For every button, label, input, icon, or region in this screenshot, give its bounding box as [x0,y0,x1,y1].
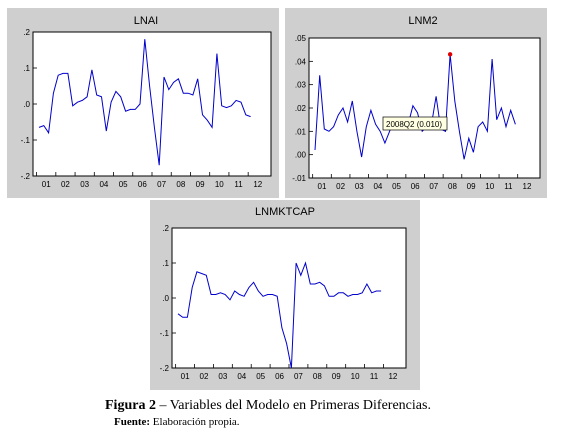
panel-lnai-x-tick-label: 10 [215,180,224,189]
panel-lnai-x-tick-label: 02 [61,180,70,189]
panel-lnm2: LNM2 .05 .04 .03 .02 .01 .00 -.01 01 02 03 04 05 06… [285,8,547,198]
panel-lnmktcap-x-tick-label: 10 [351,372,360,381]
panel-lnai-y-tick-label: .0 [23,100,30,109]
panel-lnmktcap-y-tick-label: .0 [162,294,169,303]
panel-lnmktcap-y-tick-label: .1 [162,259,169,268]
figure-source-text: Elaboración propia. [150,416,240,428]
panel-lnai: LNAI .2 .1 .0 -.1 -.2 01 02 03 04 05 06 07 08 09 10 11… [7,8,279,198]
panel-lnai-x-tick-label: 06 [138,180,147,189]
panel-lnmktcap-x-ticks: 01 02 03 04 05 06 07 08 09 10 11 12 [175,364,398,381]
panel-lnm2-x-tick-label: 04 [373,182,382,191]
panel-lnm2-y-tick-label: .01 [295,127,307,136]
panel-lnmktcap-x-tick-label: 12 [388,372,397,381]
panel-lnai-y-tick-label: .2 [23,28,30,37]
panel-lnm2-y-tick-label: .00 [295,151,307,160]
figure-panels: LNAI .2 .1 .0 -.1 -.2 01 02 03 04 05 06 07 08 09 10 11… [7,8,547,390]
figure-caption: Figura 2 – Variables del Modelo en Prime… [105,398,431,414]
panel-lnai-x-tick-label: 11 [234,180,243,189]
panel-lnm2-series-line [314,54,516,160]
panel-lnai-y-tick-label: -.1 [21,136,31,145]
panel-lnmktcap-y-tick-label: -.2 [160,364,170,373]
panel-lnm2-x-tick-label: 10 [485,182,494,191]
figure-source-label: Fuente: [114,416,151,428]
panel-lnm2-plot-area [308,37,541,179]
panel-lnmktcap: LNMKTCAP .2 .1 .0 -.1 -.2 01 02 03 04 05 06 07 08 09… [150,200,420,390]
panel-lnai-x-tick-label: 07 [157,180,166,189]
panel-lnai-x-tick-label: 04 [99,180,108,189]
panel-lnmktcap-plot-area [171,227,407,369]
panel-lnai-x-tick-label: 09 [196,180,205,189]
panel-lnai-x-tick-label: 01 [42,180,51,189]
panel-lnm2-x-tick-label: 08 [448,182,457,191]
panel-lnmktcap-y-tick-label: .2 [162,224,169,233]
panel-lnai-x-tick-label: 12 [253,180,262,189]
panel-lnai-title: LNAI [134,15,158,27]
panel-lnmktcap-x-tick-label: 03 [218,372,227,381]
panel-lnai-series-line [38,39,251,166]
figure-source: Fuente: Elaboración propia. [114,416,240,428]
panel-lnmktcap-x-tick-label: 04 [237,372,246,381]
panel-lnmktcap-x-tick-label: 01 [181,372,190,381]
figure-caption-text: – Variables del Modelo en Primeras Difer… [155,398,431,413]
panel-lnm2-title: LNM2 [408,15,437,27]
panel-lnmktcap-x-tick-label: 08 [313,372,322,381]
panel-lnmktcap-x-tick-label: 09 [332,372,341,381]
panel-lnmktcap-x-tick-label: 05 [256,372,265,381]
panel-lnmktcap-x-tick-label: 06 [275,372,284,381]
panel-lnm2-y-ticks: .05 .04 .03 .02 .01 .00 -.01 [292,34,313,183]
panel-lnm2-y-tick-label: -.01 [292,174,306,183]
panel-lnmktcap-x-tick-label: 11 [370,372,379,381]
panel-lnm2-x-ticks: 01 02 03 04 05 06 07 08 09 10 11 12 [312,174,532,191]
panel-lnai-y-tick-label: .1 [23,64,30,73]
panel-lnm2-y-tick-label: .03 [295,81,307,90]
panel-lnmktcap-y-tick-label: -.1 [160,329,170,338]
panel-lnmktcap-x-tick-label: 07 [294,372,303,381]
panel-lnm2-x-tick-label: 12 [523,182,532,191]
panel-lnm2-x-tick-label: 05 [392,182,401,191]
panel-lnai-y-tick-label: -.2 [21,172,31,181]
panel-lnm2-y-tick-label: .05 [295,34,307,43]
panel-lnm2-y-tick-label: .02 [295,104,307,113]
panel-lnai-x-tick-label: 08 [176,180,185,189]
panel-lnm2-x-tick-label: 02 [336,182,345,191]
panel-lnm2-tooltip-box [382,116,448,131]
panel-lnai-x-tick-label: 05 [119,180,128,189]
panel-lnm2-x-tick-label: 11 [504,182,513,191]
panel-lnm2-x-tick-label: 01 [318,182,327,191]
panel-lnm2-x-tick-label: 03 [355,182,364,191]
panel-lnm2-x-tick-label: 09 [467,182,476,191]
panel-lnai-x-ticks: 01 02 03 04 05 06 07 08 09 10 11 12 [36,172,263,189]
panel-lnai-x-tick-label: 03 [80,180,89,189]
panel-lnm2-tooltip: 2008Q2 (0.010) [382,116,448,131]
panel-lnm2-y-tick-label: .04 [295,57,307,66]
panel-lnmktcap-x-tick-label: 02 [200,372,209,381]
figure-caption-label: Figura 2 [105,398,156,413]
panel-lnm2-x-tick-label: 06 [411,182,420,191]
panel-lnm2-selected-point [447,52,453,57]
panel-lnm2-x-tick-label: 07 [429,182,438,191]
panel-lnm2-tooltip-label: 2008Q2 (0.010) [386,120,442,129]
panel-lnmktcap-series-line [177,261,382,369]
panel-lnmktcap-title: LNMKTCAP [255,206,315,218]
